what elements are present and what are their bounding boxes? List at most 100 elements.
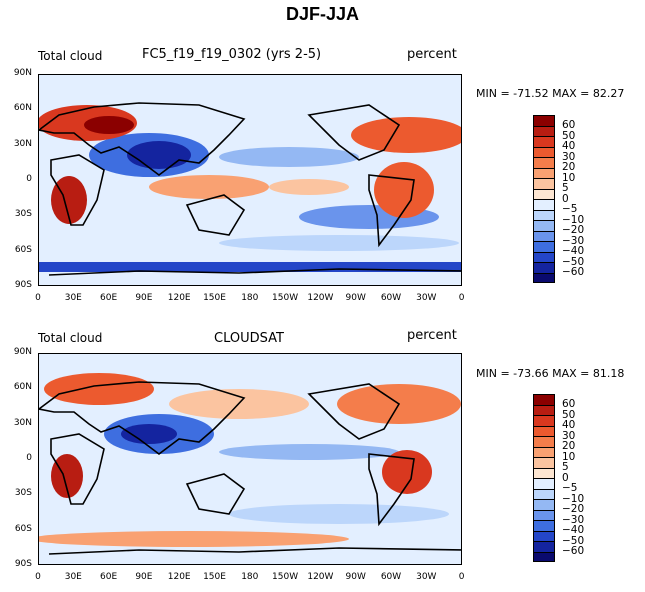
longitude-tick-label: 90E xyxy=(135,572,153,582)
colorbar-swatch xyxy=(533,415,555,426)
colorbar xyxy=(533,394,555,562)
colorbar-label: −30 xyxy=(562,234,585,247)
longitude-tick-label: 60W xyxy=(380,572,402,582)
latitude-tick-label: 30S xyxy=(14,488,32,499)
latitude-tick-label: 60S xyxy=(14,244,32,255)
colorbar-label: 0 xyxy=(562,471,569,484)
colorbar-label: 50 xyxy=(562,408,576,421)
negative-anomaly xyxy=(219,235,459,251)
latitude-tick-label: 60N xyxy=(13,103,32,114)
latitude-tick-label: 90N xyxy=(13,68,32,78)
longitude-tick-label: 90W xyxy=(345,293,366,303)
longitude-tick-label: 30E xyxy=(64,293,82,303)
longitude-tick-label: 150E xyxy=(203,572,226,582)
colorbar-label: −60 xyxy=(562,266,585,278)
colorbar-swatch xyxy=(533,436,555,447)
map-panel-cloudsat: Total cloud CLOUDSAT percent MIN = -73.6… xyxy=(0,279,645,582)
colorbar-swatch xyxy=(533,220,555,231)
longitude-tick-label: 30E xyxy=(64,572,82,582)
longitude-tick-label: 150W xyxy=(272,293,299,303)
cloud-difference-map xyxy=(38,74,462,286)
longitude-tick-label: 180 xyxy=(241,572,259,582)
longitude-tick-label: 150W xyxy=(272,572,299,582)
longitude-tick-label: 0 xyxy=(458,572,465,582)
colorbar-label: 40 xyxy=(562,419,576,431)
colorbar-label: −40 xyxy=(562,245,585,257)
colorbar-swatch xyxy=(533,209,555,220)
colorbar-label: −20 xyxy=(562,224,585,236)
cloud-difference-map xyxy=(38,353,462,565)
colorbar-label: 0 xyxy=(562,192,569,205)
colorbar-label: −20 xyxy=(562,503,585,515)
latitude-tick-label: 90S xyxy=(14,558,32,569)
colorbar-swatch xyxy=(533,157,555,168)
positive-anomaly xyxy=(149,175,269,199)
colorbar-swatch xyxy=(533,167,555,178)
latitude-tick-label: 30N xyxy=(13,138,32,149)
colorbar-label: 20 xyxy=(562,161,576,173)
longitude-tick-label: 60E xyxy=(100,293,118,303)
colorbar-swatch xyxy=(533,520,555,531)
colorbar-swatch xyxy=(533,478,555,489)
longitude-tick-label: 120E xyxy=(167,572,191,582)
longitude-tick-label: 120W xyxy=(307,572,334,582)
longitude-tick-label: 0 xyxy=(35,293,41,303)
colorbar-label: −50 xyxy=(562,255,585,268)
colorbar-swatch xyxy=(533,509,555,520)
latitude-tick-label: 60N xyxy=(13,382,32,393)
positive-anomaly xyxy=(351,117,461,153)
latitude-tick-label: 30N xyxy=(13,417,32,428)
colorbar-label: 5 xyxy=(562,461,569,473)
longitude-tick-label: 90W xyxy=(345,572,366,582)
colorbar-label: 10 xyxy=(562,171,576,184)
colorbar-swatch xyxy=(533,241,555,252)
longitude-tick-label: 90E xyxy=(135,293,153,303)
colorbar-swatch xyxy=(533,136,555,147)
colorbar xyxy=(533,115,555,283)
colorbar-swatch xyxy=(533,262,555,273)
longitude-tick-label: 150E xyxy=(203,293,226,303)
colorbar-swatch xyxy=(533,425,555,436)
colorbar-label: −10 xyxy=(562,492,585,505)
positive-anomaly xyxy=(269,179,349,195)
left-label: Total cloud xyxy=(38,49,103,63)
positive-anomaly xyxy=(44,373,154,405)
figure-title: DJF-JJA xyxy=(285,4,360,24)
colorbar-swatch xyxy=(533,230,555,241)
latitude-tick-label: 90S xyxy=(14,279,32,290)
positive-anomaly xyxy=(39,531,349,547)
colorbar-label: 30 xyxy=(562,150,576,163)
colorbar-label: −5 xyxy=(562,203,578,215)
latitude-tick-label: 90N xyxy=(13,347,32,357)
negative-anomaly xyxy=(219,444,399,460)
colorbar-swatch xyxy=(533,404,555,415)
colorbar-label: −50 xyxy=(562,534,585,547)
negative-anomaly xyxy=(229,504,449,524)
colorbar-swatch xyxy=(533,199,555,210)
latitude-tick-label: 30S xyxy=(14,209,32,220)
positive-anomaly xyxy=(382,450,432,494)
colorbar-swatch xyxy=(533,467,555,478)
colorbar-label: −60 xyxy=(562,545,585,557)
colorbar-swatch xyxy=(533,251,555,262)
center-label: CLOUDSAT xyxy=(214,331,284,346)
colorbar-label: −30 xyxy=(562,513,585,526)
coastlines xyxy=(39,102,461,276)
colorbar-swatch xyxy=(533,446,555,457)
colorbar-label: −10 xyxy=(562,213,585,226)
map-background xyxy=(39,274,461,285)
colorbar-swatch xyxy=(533,457,555,468)
positive-anomaly xyxy=(51,454,83,498)
colorbar-swatch xyxy=(533,125,555,136)
negative-anomaly xyxy=(39,262,461,272)
longitude-tick-label: 0 xyxy=(35,572,41,582)
longitude-tick-label: 60W xyxy=(380,293,402,303)
longitude-tick-label: 30W xyxy=(416,572,437,582)
min-max-stats: MIN = -71.52 MAX = 82.27 xyxy=(476,87,625,100)
colorbar-label: −5 xyxy=(562,482,578,494)
min-max-stats: MIN = -73.66 MAX = 81.18 xyxy=(476,367,625,380)
longitude-tick-label: 0 xyxy=(458,293,465,303)
colorbar-swatch xyxy=(533,115,555,126)
colorbar-label: −40 xyxy=(562,524,585,536)
coastlines xyxy=(39,381,461,555)
